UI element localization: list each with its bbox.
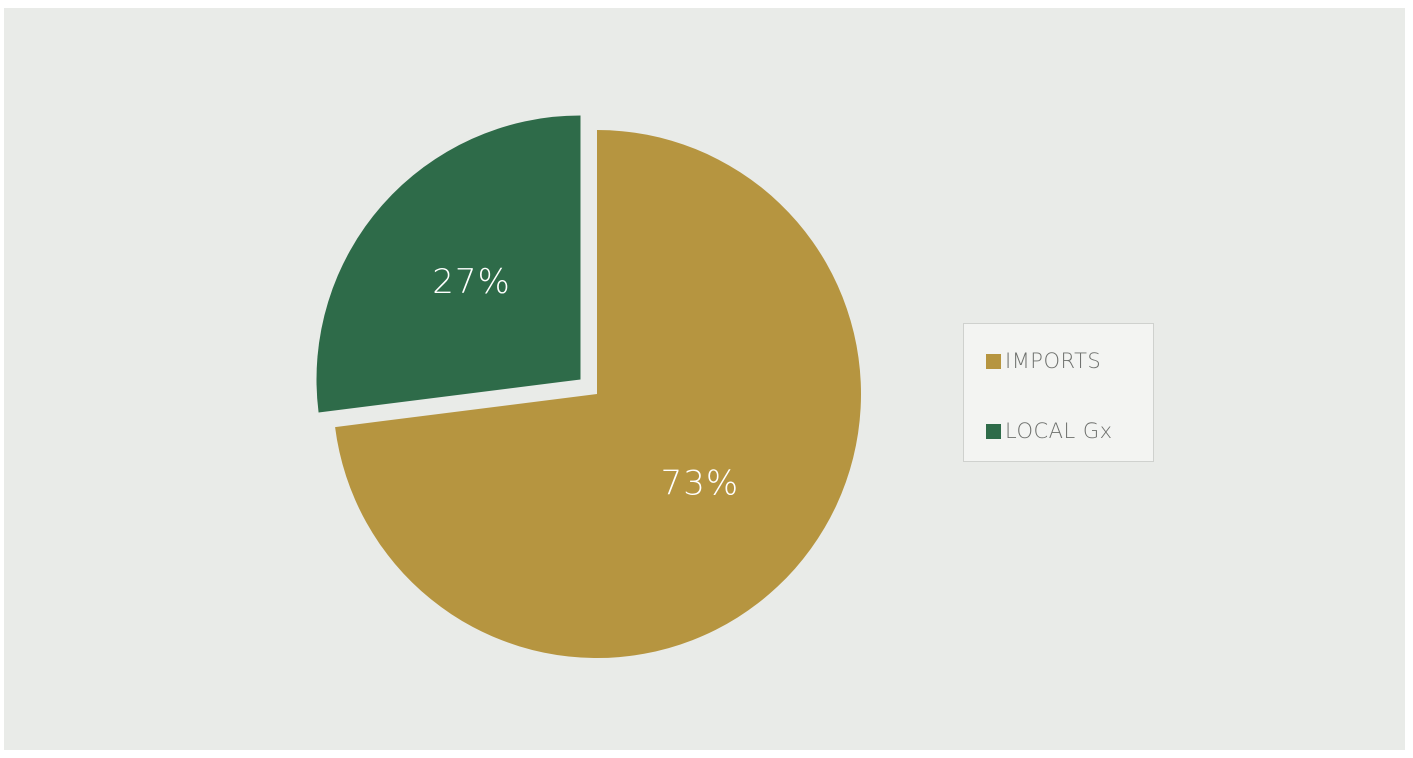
chart-legend: IMPORTS LOCAL Gx bbox=[963, 323, 1154, 462]
pie-slice-imports bbox=[335, 130, 861, 658]
legend-swatch-imports bbox=[986, 353, 1001, 369]
legend-label-local-gx: LOCAL Gx bbox=[1005, 419, 1113, 443]
pie-chart: 73% 27% bbox=[316, 115, 861, 658]
pie-data-label-imports: 73% bbox=[661, 463, 740, 503]
legend-item-local-gx: LOCAL Gx bbox=[986, 416, 1113, 446]
legend-swatch-local-gx bbox=[986, 423, 1001, 439]
legend-item-imports: IMPORTS bbox=[986, 346, 1101, 376]
legend-label-imports: IMPORTS bbox=[1005, 349, 1102, 373]
pie-slice-local-gx bbox=[316, 115, 581, 413]
chart-panel: 73% 27% IMPORTS LOCAL Gx bbox=[4, 8, 1405, 750]
pie-data-label-local-gx: 27% bbox=[432, 262, 511, 302]
